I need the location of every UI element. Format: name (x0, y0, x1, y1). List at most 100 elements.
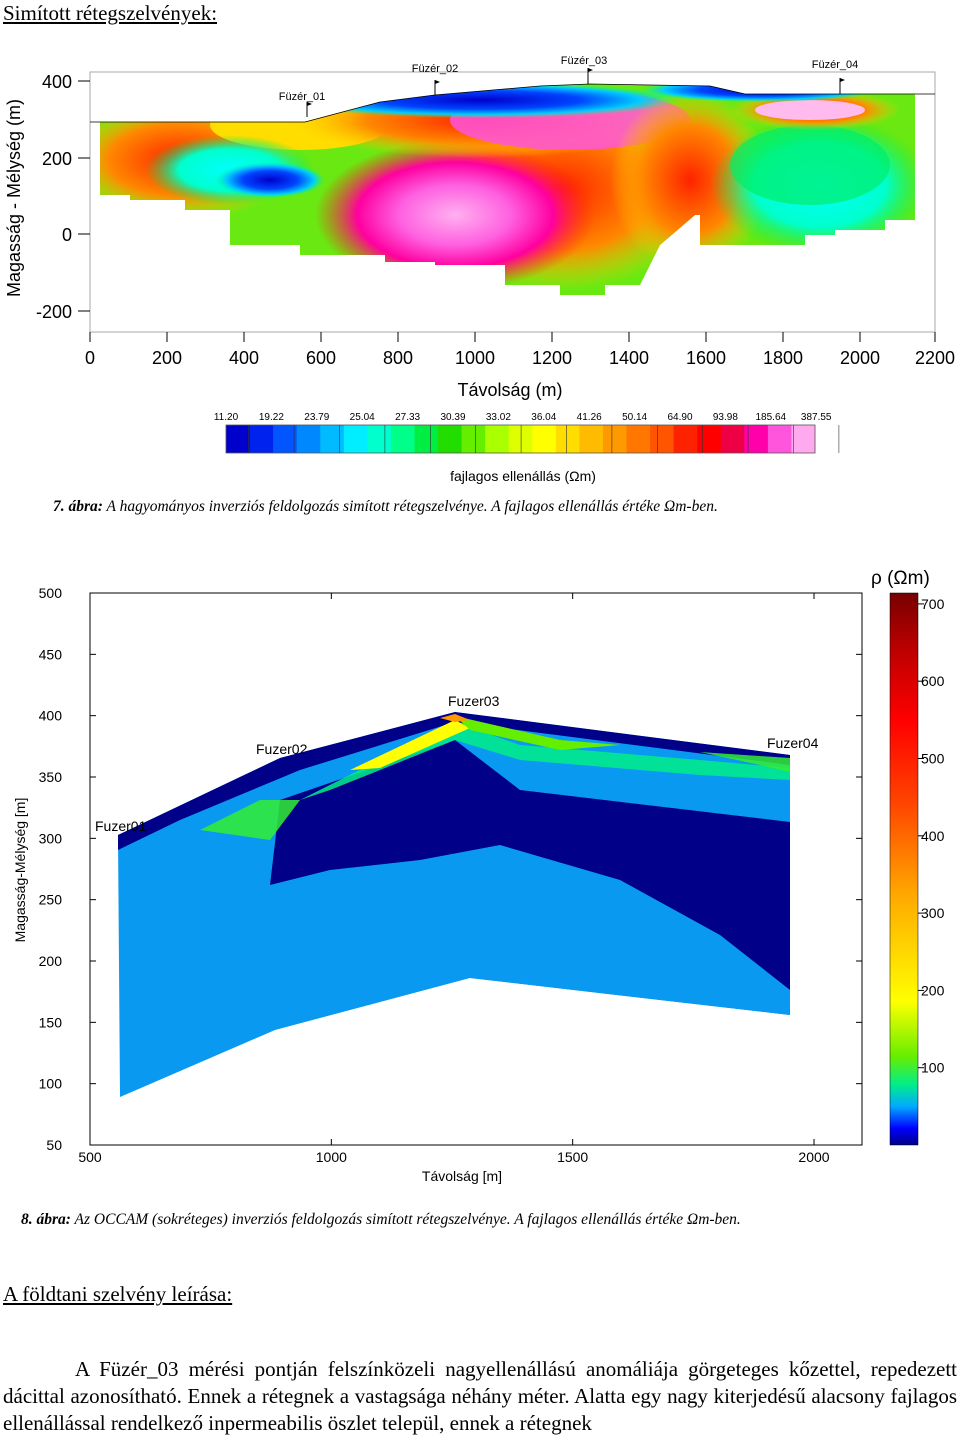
x-tick-label: 1400 (609, 348, 649, 368)
x-axis-label: Távolság (m) (457, 380, 562, 400)
colorbar-tick-label: 25.04 (350, 412, 375, 423)
colorbar-tick-label: 300 (921, 905, 945, 921)
x-tick-label: 0 (85, 348, 95, 368)
x-axis-label: Távolság [m] (422, 1168, 502, 1184)
station-label-fuzer04: Fuzer04 (767, 735, 819, 751)
colorbar-swatch (532, 425, 557, 453)
caption-number: 8. ábra: (21, 1211, 71, 1228)
colorbar-tick-label: 100 (921, 1060, 945, 1076)
colorbar-swatch (626, 425, 651, 453)
colorbar-swatch (390, 425, 415, 453)
colorbar-title: ρ (Ωm) (871, 568, 930, 589)
y-tick-label: 300 (39, 830, 63, 846)
station-label-fuzer-03: Füzér_03 (561, 55, 607, 67)
x-tick-label: 2200 (915, 348, 955, 368)
colorbar-tick-label: 500 (921, 751, 945, 767)
colorbar-swatch (767, 425, 792, 453)
colorbar-swatch (485, 425, 510, 453)
x-tick-label: 400 (229, 348, 259, 368)
colorbar-swatch (720, 425, 745, 453)
colorbar-swatch (555, 425, 580, 453)
colorbar-tick-label: 93.98 (713, 412, 738, 423)
x-tick-label: 200 (152, 348, 182, 368)
figure-8-caption: 8. ábra: Az OCCAM (sokréteges) inverziós… (21, 1211, 741, 1229)
colorbar-swatch (320, 425, 345, 453)
colorbar-swatch (650, 425, 675, 453)
y-axis-label: Magasság - Mélység (m) (4, 99, 24, 297)
y-tick-label: 100 (39, 1076, 63, 1092)
colorbar-tick-label: 600 (921, 673, 945, 689)
colorbar-tick-label: 185.64 (756, 412, 787, 423)
x-tick-label: 500 (78, 1149, 102, 1165)
colorbar-swatch (673, 425, 698, 453)
colorbar-swatch (602, 425, 628, 453)
station-label-fuzer01: Fuzer01 (95, 818, 147, 834)
section-heading: A földtani szelvény leírása: (3, 1282, 233, 1306)
colorbar-swatch (296, 425, 321, 453)
y-tick-label: 400 (39, 708, 63, 724)
x-tick-label: 800 (383, 348, 413, 368)
y-tick-label: 0 (62, 225, 72, 245)
station-label-fuzer02: Fuzer02 (256, 741, 308, 757)
figure-7-colorbar (225, 424, 840, 454)
colorbar-tick-label: 50.14 (622, 412, 647, 423)
colorbar-swatch (343, 425, 368, 453)
x-tick-label: 1600 (686, 348, 726, 368)
colorbar-tick-label: 11.20 (214, 412, 239, 423)
figure-7-section-plot: Füzér_01 Füzér_02 Füzér_03 Füzér_04 400 … (4, 55, 955, 484)
y-axis-label: Magasság-Mélység [m] (12, 798, 28, 943)
body-paragraph: A Füzér_03 mérési pontján felszínközeli … (3, 1357, 957, 1435)
y-tick-label: 450 (39, 646, 63, 662)
colorbar-swatch (226, 425, 251, 453)
colorbar-swatch (508, 425, 533, 453)
station-label-fuzer03: Fuzer03 (448, 693, 500, 709)
figure-8-colorbar (889, 592, 919, 1146)
y-tick-label: 150 (39, 1014, 63, 1030)
x-tick-label: 1000 (316, 1149, 347, 1165)
station-label-fuzer-01: Füzér_01 (279, 91, 325, 103)
y-tick-label: 350 (39, 769, 63, 785)
section-heading: Simított rétegszelvények: (3, 1, 218, 25)
figure-7-station-flags (306, 68, 845, 117)
colorbar-tick-label: 400 (921, 828, 945, 844)
colorbar-tick-label: 30.39 (440, 412, 465, 423)
colorbar-tick-label: 23.79 (304, 412, 329, 423)
colorbar-swatch (367, 425, 392, 453)
colorbar-swatch (697, 425, 722, 453)
x-tick-label: 1500 (557, 1149, 588, 1165)
colorbar-swatch (461, 425, 486, 453)
colorbar-tick-label: 200 (921, 982, 945, 998)
colorbar-swatch (273, 425, 298, 453)
y-tick-label: 400 (42, 72, 72, 92)
y-tick-label: 250 (39, 892, 63, 908)
y-tick-label: 200 (42, 149, 72, 169)
colorbar-tick-label: 19.22 (259, 412, 284, 423)
figure-8-section-plot: Fuzer01 Fuzer02 Fuzer03 Fuzer04 500 450 40… (12, 568, 945, 1184)
y-tick-label: 500 (39, 585, 63, 601)
colorbar-label: fajlagos ellenállás (Ωm) (450, 468, 596, 484)
colorbar-tick-label: 700 (921, 596, 945, 612)
station-label-fuzer-02: Füzér_02 (412, 63, 458, 75)
y-tick-label: 200 (39, 953, 63, 969)
figure-7-caption: 7. ábra: A hagyományos inverziós feldolg… (53, 498, 718, 516)
x-tick-label: 2000 (798, 1149, 829, 1165)
station-label-fuzer-04: Füzér_04 (812, 59, 858, 71)
x-tick-label: 1200 (532, 348, 572, 368)
colorbar-tick-label: 64.90 (667, 412, 692, 423)
x-tick-label: 1800 (763, 348, 803, 368)
colorbar-swatch (414, 425, 439, 453)
colorbar-tick-label: 387.55 (801, 412, 832, 423)
colorbar-swatch (579, 425, 604, 453)
colorbar-tick-label: 27.33 (395, 412, 420, 423)
colorbar-swatch (438, 425, 463, 453)
x-tick-label: 2000 (840, 348, 880, 368)
x-tick-label: 1000 (455, 348, 495, 368)
caption-number: 7. ábra: (53, 498, 103, 515)
colorbar-tick-label: 41.26 (577, 412, 602, 423)
caption-text: A hagyományos inverziós feldolgozás simí… (102, 498, 718, 515)
caption-text: Az OCCAM (sokréteges) inverziós feldolgo… (70, 1211, 741, 1228)
y-tick-label: -200 (36, 302, 72, 322)
colorbar-swatch (249, 425, 274, 453)
colorbar-tick-label: 33.02 (486, 412, 511, 423)
colorbar-swatch (791, 425, 816, 453)
